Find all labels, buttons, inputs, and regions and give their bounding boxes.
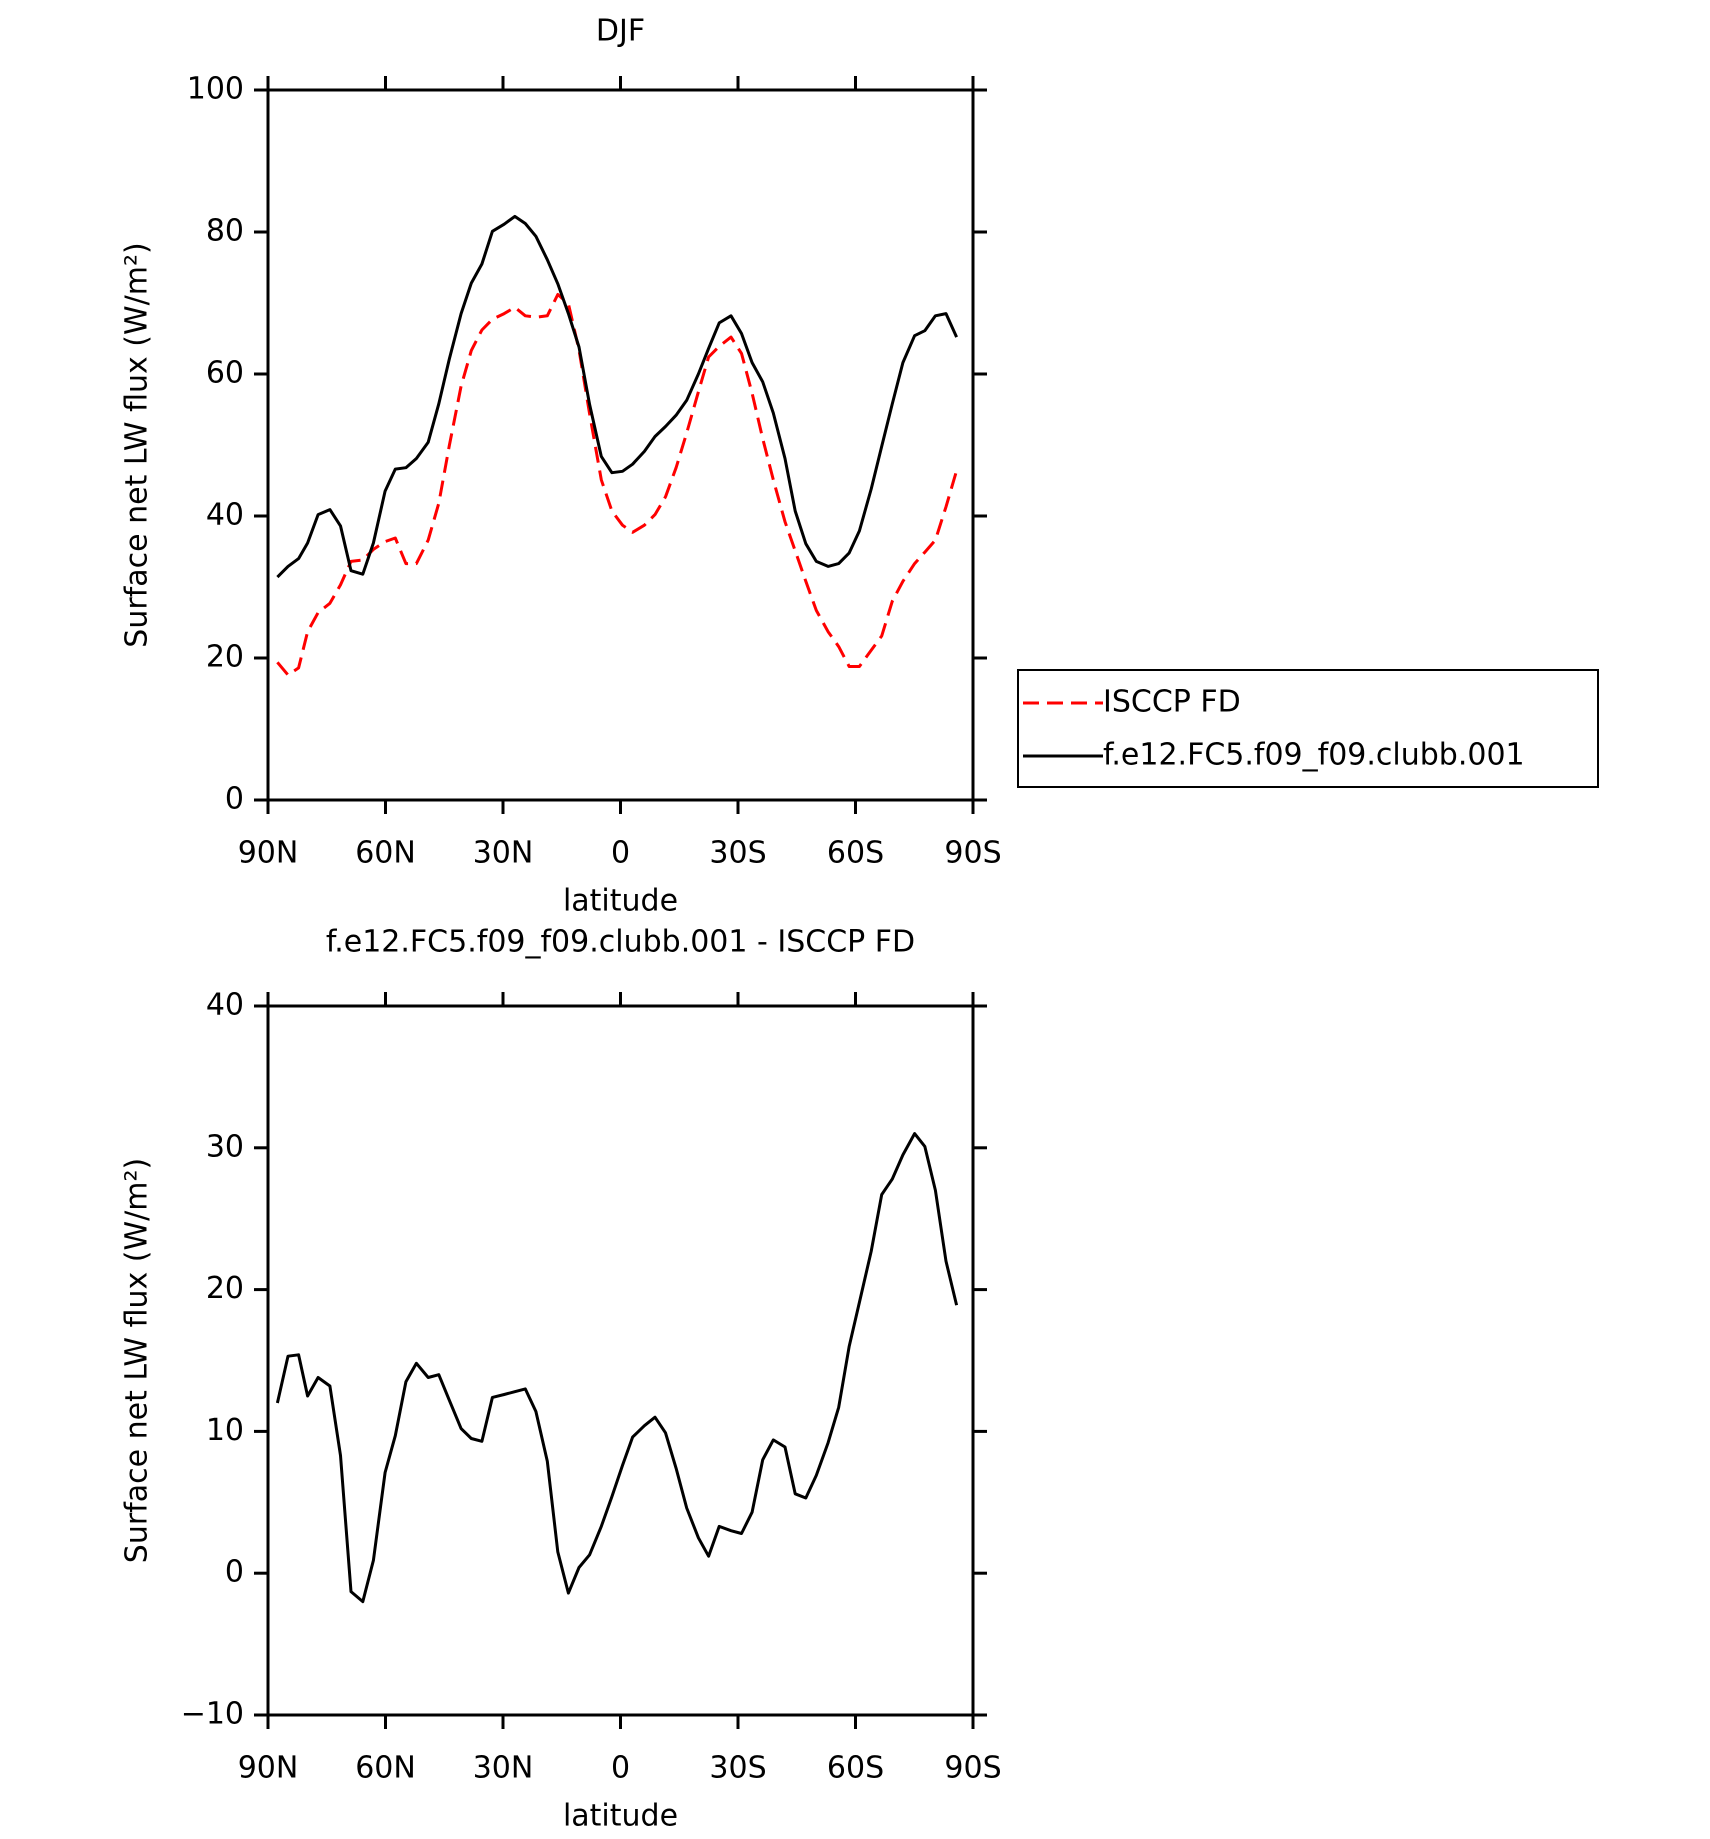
y-tick-label: 60 (206, 356, 244, 391)
y-tick-label: 20 (206, 640, 244, 675)
y-tick-label: 10 (206, 1413, 244, 1448)
y-tick-label: 80 (206, 214, 244, 249)
x-tick-label: 30N (473, 836, 534, 871)
x-tick-label: 30S (709, 836, 766, 871)
x-tick-label: 0 (611, 836, 630, 871)
series-line (275, 1132, 959, 1604)
y-tick-label: 40 (206, 988, 244, 1023)
x-tick-label: 60S (827, 1751, 884, 1786)
x-tick-label: 90N (238, 1751, 299, 1786)
x-tick-label: 0 (611, 1751, 630, 1786)
x-axis-label: latitude (563, 884, 678, 919)
y-axis-label: Surface net LW flux (W/m²) (120, 242, 155, 647)
plot-frame (266, 88, 975, 802)
x-tick-label: 60N (355, 1751, 416, 1786)
y-tick-label: −10 (181, 1697, 244, 1732)
y-tick-label: 100 (187, 72, 244, 107)
x-tick-label: 90S (944, 836, 1001, 871)
legend-box (1017, 669, 1599, 788)
y-axis-label: Surface net LW flux (W/m²) (120, 1158, 155, 1563)
legend-label: ISCCP FD (1103, 685, 1241, 720)
plot-frame (266, 1004, 975, 1717)
y-tick-label: 20 (206, 1271, 244, 1306)
legend-label: f.e12.FC5.f09_f09.clubb.001 (1103, 738, 1525, 773)
x-axis-label: latitude (563, 1799, 678, 1834)
chart-title: DJF (596, 14, 645, 49)
y-tick-label: 30 (206, 1129, 244, 1164)
x-tick-label: 90S (944, 1751, 1001, 1786)
x-tick-label: 30S (709, 1751, 766, 1786)
chart-title: f.e12.FC5.f09_f09.clubb.001 - ISCCP FD (326, 925, 915, 960)
y-tick-label: 0 (225, 782, 244, 817)
x-tick-label: 60N (355, 836, 416, 871)
series-line (276, 293, 959, 677)
x-tick-label: 60S (827, 836, 884, 871)
y-tick-label: 40 (206, 498, 244, 533)
x-tick-label: 30N (473, 1751, 534, 1786)
y-tick-label: 0 (225, 1555, 244, 1590)
x-tick-label: 90N (238, 836, 299, 871)
series-line (276, 214, 958, 579)
